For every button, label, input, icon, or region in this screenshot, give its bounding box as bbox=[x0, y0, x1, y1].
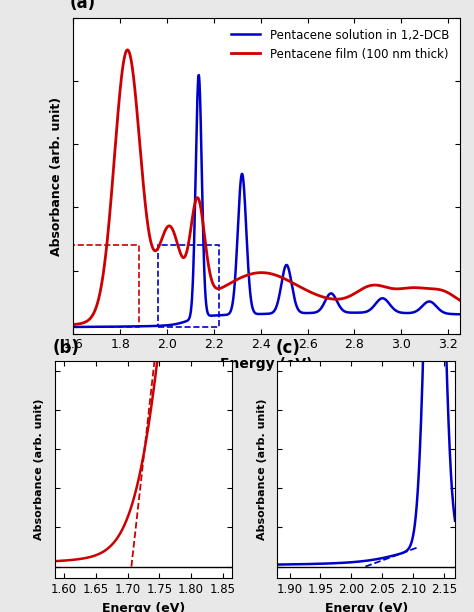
Pentacene solution in 1,2-DCB bbox=[449, 310, 455, 318]
Legend: Pentacene solution in 1,2-DCB, Pentacene film (100 nm thick): Pentacene solution in 1,2-DCB, Pentacene… bbox=[226, 24, 454, 65]
Pentacene solution in 1,2-DCB bbox=[115, 323, 120, 330]
Pentacene solution in 1,2-DCB bbox=[137, 323, 143, 330]
Pentacene film (100 nm thick) bbox=[408, 284, 413, 291]
Y-axis label: Absorbance (arb. unit): Absorbance (arb. unit) bbox=[257, 399, 267, 540]
Pentacene solution in 1,2-DCB bbox=[71, 323, 76, 330]
Pentacene film (100 nm thick) bbox=[71, 321, 76, 328]
Pentacene solution in 1,2-DCB bbox=[457, 311, 463, 318]
Bar bbox=[158, 245, 219, 327]
Pentacene solution in 1,2-DCB bbox=[196, 72, 201, 79]
Bar bbox=[73, 245, 139, 327]
Pentacene solution in 1,2-DCB bbox=[236, 212, 241, 220]
Pentacene film (100 nm thick) bbox=[125, 46, 130, 53]
Pentacene film (100 nm thick) bbox=[236, 275, 241, 283]
Line: Pentacene film (100 nm thick): Pentacene film (100 nm thick) bbox=[73, 50, 460, 324]
Text: (a): (a) bbox=[70, 0, 96, 12]
X-axis label: Energy (eV): Energy (eV) bbox=[220, 357, 313, 371]
Pentacene film (100 nm thick) bbox=[449, 292, 455, 299]
Pentacene film (100 nm thick) bbox=[115, 115, 120, 122]
X-axis label: Energy (eV): Energy (eV) bbox=[102, 602, 185, 612]
X-axis label: Energy (eV): Energy (eV) bbox=[325, 602, 408, 612]
Pentacene film (100 nm thick) bbox=[138, 149, 144, 157]
Line: Pentacene solution in 1,2-DCB: Pentacene solution in 1,2-DCB bbox=[73, 75, 460, 327]
Pentacene solution in 1,2-DCB bbox=[408, 309, 413, 316]
Y-axis label: Absorbance (arb. unit): Absorbance (arb. unit) bbox=[50, 96, 63, 256]
Pentacene film (100 nm thick) bbox=[219, 284, 225, 291]
Pentacene film (100 nm thick) bbox=[457, 297, 463, 304]
Text: (c): (c) bbox=[275, 338, 301, 357]
Pentacene solution in 1,2-DCB bbox=[219, 312, 225, 319]
Y-axis label: Absorbance (arb. unit): Absorbance (arb. unit) bbox=[34, 399, 44, 540]
Text: (b): (b) bbox=[53, 338, 80, 357]
